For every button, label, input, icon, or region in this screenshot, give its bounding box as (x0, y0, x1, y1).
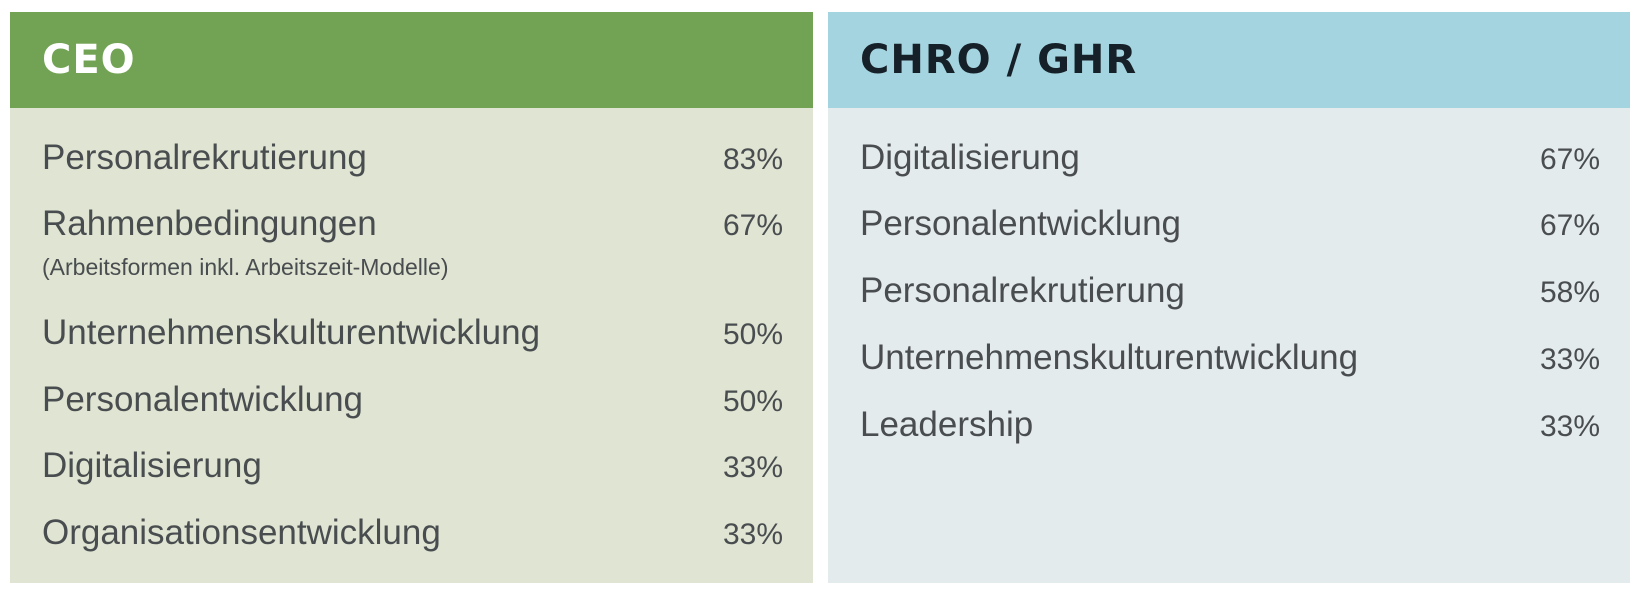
ceo-panel-header: CEO (10, 12, 813, 108)
chro-item-label: Digitalisierung (860, 138, 1080, 177)
ceo-panel: CEO Personalrekrutierung 83% Rahmenbedin… (10, 12, 813, 583)
ceo-item-value: 67% (722, 209, 783, 242)
ceo-item-label: Organisationsentwicklung (42, 513, 441, 552)
ceo-item-digitalisierung: Digitalisierung 33% (42, 444, 783, 494)
ceo-item-label: Personalentwicklung (42, 380, 364, 419)
ceo-item-label: Rahmenbedingungen (42, 204, 377, 243)
chro-item-digitalisierung: Digitalisierung 67% (860, 136, 1600, 186)
chro-panel: CHRO / GHR Digitalisierung 67% Personale… (828, 12, 1630, 583)
chro-item-personalentwicklung: Personalentwicklung 67% (860, 202, 1600, 252)
chro-item-personalrekrutierung: Personalrekrutierung 58% (860, 269, 1600, 319)
chro-item-value: 33% (1539, 410, 1600, 443)
ceo-panel-body: Personalrekrutierung 83% Rahmenbedingung… (10, 108, 813, 583)
chro-item-label: Unternehmenskulturentwicklung (860, 338, 1359, 377)
chro-item-leadership: Leadership 33% (860, 403, 1600, 453)
ceo-item-organisationsentwicklung: Organisationsentwicklung 33% (42, 511, 783, 561)
ceo-item-value: 83% (722, 143, 783, 176)
chro-panel-body: Digitalisierung 67% Personalentwicklung … (828, 108, 1630, 583)
ceo-panel-title: CEO (42, 37, 136, 83)
ceo-item-value: 33% (722, 518, 783, 551)
ceo-item-unternehmenskulturentwicklung: Unternehmenskulturentwicklung 50% (42, 311, 783, 361)
chro-item-value: 67% (1539, 209, 1600, 242)
ceo-item-personalrekrutierung: Personalrekrutierung 83% (42, 136, 783, 186)
chro-panel-title: CHRO / GHR (860, 37, 1138, 83)
chro-item-value: 58% (1539, 276, 1600, 309)
chro-item-unternehmenskulturentwicklung: Unternehmenskulturentwicklung 33% (860, 336, 1600, 386)
chro-item-label: Personalrekrutierung (860, 271, 1185, 310)
ceo-item-rahmenbedingungen: Rahmenbedingungen 67% (Arbeitsformen ink… (42, 202, 783, 282)
ceo-item-label: Personalrekrutierung (42, 138, 367, 177)
chro-item-value: 33% (1539, 343, 1600, 376)
ceo-item-value: 33% (722, 451, 783, 484)
ceo-item-sublabel: (Arbeitsformen inkl. Arbeitszeit-Modelle… (42, 254, 449, 280)
chro-item-label: Leadership (860, 405, 1034, 444)
ceo-item-value: 50% (722, 385, 783, 418)
ceo-item-personalentwicklung: Personalentwicklung 50% (42, 378, 783, 428)
chro-item-value: 67% (1539, 143, 1600, 176)
ceo-item-label: Digitalisierung (42, 446, 262, 485)
ceo-item-label: Unternehmenskulturentwicklung (42, 313, 541, 352)
chro-item-label: Personalentwicklung (860, 204, 1182, 243)
ceo-item-value: 50% (722, 318, 783, 351)
chro-panel-header: CHRO / GHR (828, 12, 1630, 108)
